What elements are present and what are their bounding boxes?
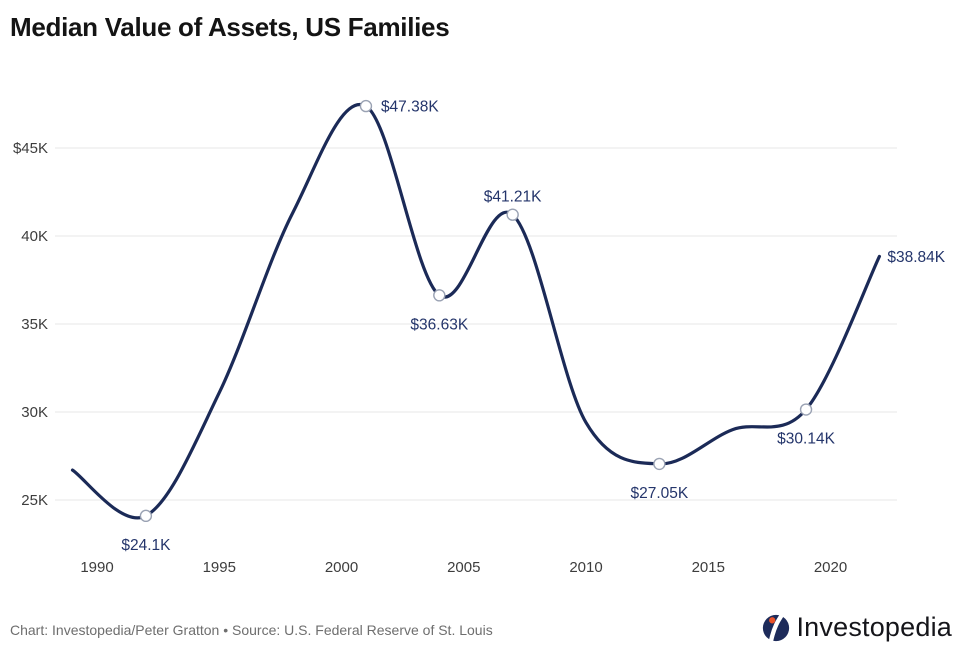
investopedia-logo-text: Investopedia — [796, 612, 952, 642]
series-line — [70, 102, 881, 520]
data-point-marker — [359, 99, 373, 113]
x-tick-label: 1995 — [203, 559, 236, 576]
chart-title: Median Value of Assets, US Families — [10, 12, 450, 42]
y-tick-label: 30K — [21, 404, 48, 421]
x-tick-label: 2010 — [569, 559, 602, 576]
investopedia-logo[interactable]: Investopedia — [762, 612, 952, 643]
data-point-marker — [653, 457, 666, 471]
data-point-marker — [433, 289, 446, 302]
data-point-label: $30.14K — [777, 431, 835, 448]
y-tick-label: 40K — [21, 228, 48, 245]
investopedia-icon — [762, 613, 790, 642]
data-point-marker — [506, 208, 519, 221]
x-tick-label: 1990 — [80, 559, 113, 576]
x-tick-label: 2000 — [325, 559, 358, 576]
data-point-label: $36.63K — [410, 316, 468, 333]
data-point-label: $41.21K — [484, 189, 542, 206]
y-tick-label: 25K — [21, 492, 48, 509]
x-tick-label: 2015 — [692, 559, 725, 576]
data-point-label: $27.05K — [630, 485, 688, 502]
y-tick-label: $45K — [13, 140, 48, 157]
chart-credit: Chart: Investopedia/Peter Gratton • Sour… — [10, 622, 493, 638]
x-tick-label: 2005 — [447, 559, 480, 576]
data-point-label: $38.84K — [887, 249, 945, 266]
line-chart: $45K 40K 35K 30K 25K 1990 1995 2000 2005 2010 2015… — [13, 99, 946, 576]
data-point-marker — [139, 509, 153, 523]
y-tick-label: 35K — [21, 316, 48, 333]
x-tick-label: 2020 — [814, 559, 847, 576]
data-point-marker — [799, 403, 813, 416]
data-point-label: $24.1K — [121, 537, 171, 554]
data-point-label: $47.38K — [381, 99, 439, 116]
